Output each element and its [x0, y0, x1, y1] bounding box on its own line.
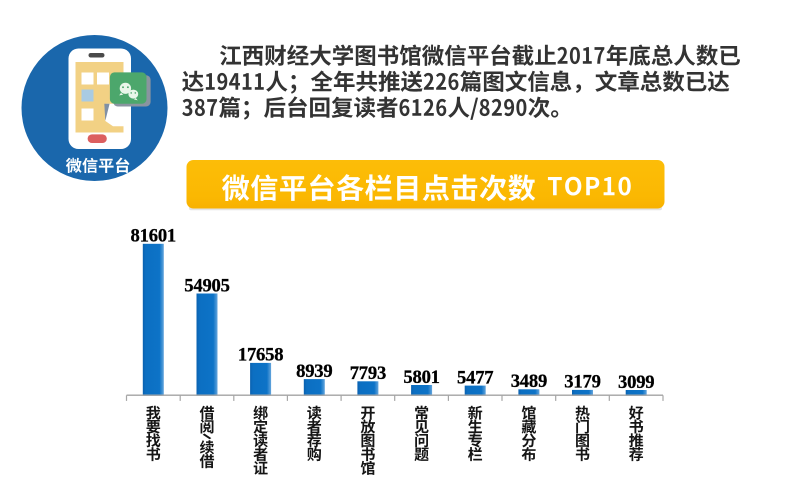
svg-text:17658: 17658: [238, 345, 284, 366]
svg-text:3099: 3099: [618, 372, 654, 393]
svg-text:3179: 3179: [564, 372, 600, 393]
svg-text:3489: 3489: [511, 371, 547, 392]
svg-text:5477: 5477: [457, 367, 493, 388]
svg-text:7793: 7793: [350, 363, 386, 384]
svg-text:81601: 81601: [131, 226, 177, 247]
svg-text:8939: 8939: [296, 361, 332, 382]
svg-text:5801: 5801: [403, 367, 439, 388]
svg-text:54905: 54905: [184, 275, 230, 296]
